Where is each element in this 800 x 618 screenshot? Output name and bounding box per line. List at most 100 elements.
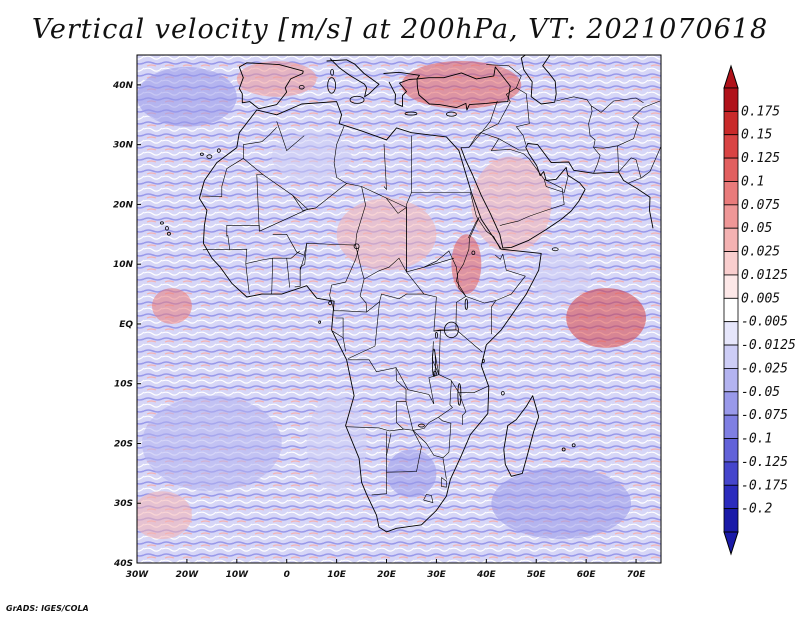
country-border (618, 157, 642, 184)
lake (433, 370, 437, 377)
country-border (347, 301, 380, 359)
map-title: Vertical velocity [m/s] at 200hPa, VT: 2… (31, 14, 769, 45)
colorbar-label: -0.005 (741, 315, 788, 330)
y-tick-label: 30S (114, 499, 133, 509)
x-tick-label: 30E (427, 570, 447, 580)
colorbar-label: -0.075 (741, 408, 788, 423)
country-border (456, 216, 526, 304)
y-tick-label: 10S (114, 380, 133, 390)
island (571, 443, 576, 448)
velocity-blob (236, 60, 317, 97)
colorbar-label: -0.0125 (741, 338, 796, 353)
x-tick-label: 10W (226, 570, 250, 580)
country-border (486, 64, 522, 89)
velocity-blob (531, 252, 592, 301)
colorbar-label: 0.025 (741, 245, 780, 260)
country-border (423, 493, 434, 504)
country-border (617, 100, 661, 147)
colorbar-bottom-arrow (723, 531, 739, 556)
country-border (556, 96, 644, 113)
africa-outline (198, 101, 542, 533)
x-tick-label: 30W (126, 570, 150, 580)
x-axis-ticks: 30W 20W 10W 0 10E 20E 30E 40E 50E 60E 70E (126, 559, 646, 580)
plot-frame (136, 54, 662, 564)
y-tick-label: 20N (113, 200, 134, 210)
island (298, 85, 305, 90)
colorbar-label: 0.125 (741, 151, 780, 166)
lake (353, 243, 360, 250)
x-tick-label: 20W (176, 570, 200, 580)
colorbar-swatch (723, 461, 739, 486)
velocity-blob (137, 66, 237, 127)
colorbar-label: -0.05 (741, 385, 780, 400)
colorbar-label: 0.05 (741, 221, 772, 236)
country-border (482, 100, 498, 132)
colorbar-label: -0.175 (741, 478, 788, 493)
colorbar-label: -0.025 (741, 361, 788, 376)
country-border (226, 174, 263, 237)
y-tick-label: 40N (112, 81, 134, 91)
country-border (303, 242, 356, 256)
europe-east (326, 58, 380, 98)
country-border (259, 208, 308, 232)
x-tick-label: 10E (327, 570, 347, 580)
island (349, 95, 365, 104)
island (481, 358, 485, 364)
country-border (272, 234, 305, 256)
country-border (588, 105, 619, 173)
colorbar-swatch (723, 391, 739, 416)
colorbar-swatch (723, 134, 739, 159)
colorbar-swatch (723, 344, 739, 369)
country-border (276, 121, 305, 152)
country-border (286, 258, 290, 288)
country-border (355, 186, 407, 280)
country-border (440, 329, 483, 353)
y-tick-label: 30N (113, 141, 134, 151)
colorbar-swatch (723, 181, 739, 206)
colorbar-top-arrow (723, 64, 739, 89)
country-border (292, 195, 316, 210)
colorbar-label: 0.1 (741, 174, 764, 189)
colorbar-swatch (723, 438, 739, 463)
x-tick-label: 20E (377, 570, 397, 580)
velocity-blob (566, 288, 647, 348)
country-border (412, 430, 447, 480)
velocity-blob (491, 467, 632, 540)
coastlines (198, 55, 654, 533)
country-border (386, 430, 422, 473)
country-border (201, 144, 244, 197)
island (500, 391, 505, 396)
country-border (271, 258, 273, 295)
lake (418, 423, 425, 428)
colorbar-swatch (723, 157, 739, 182)
country-border (438, 416, 452, 459)
colorbar: 0.175 0.15 0.125 0.1 0.075 0.05 0.025 0.0125 0.0… (723, 64, 796, 556)
country-border (226, 235, 231, 250)
velocity-blob (336, 198, 437, 271)
y-tick-label: EQ (119, 320, 133, 330)
island (561, 447, 566, 452)
country-border (490, 300, 497, 335)
country-border (434, 350, 489, 394)
lake (457, 383, 462, 406)
x-tick-label: 50E (527, 570, 547, 580)
colorbar-label: -0.1 (741, 432, 772, 447)
colorbar-label: 0.175 (741, 104, 780, 119)
island (330, 68, 335, 76)
island (216, 148, 221, 153)
island (199, 152, 204, 156)
country-border (386, 433, 392, 456)
caspian-outline (520, 55, 557, 105)
country-border (329, 246, 360, 296)
country-borders (201, 64, 661, 504)
country-border (333, 125, 347, 184)
country-border (460, 101, 511, 148)
colorbar-label: 0.0125 (741, 268, 788, 283)
arabia-outline (460, 143, 654, 249)
y-axis-ticks: 40N 30N 20N 10N EQ 10S 20S 30S 40S (112, 81, 141, 569)
colorbar-swatch (723, 227, 739, 252)
country-border (342, 337, 346, 352)
country-border (470, 192, 501, 250)
grads-credit: GrADS: IGES/COLA (6, 604, 89, 613)
colorbar-label: 0.005 (741, 291, 780, 306)
